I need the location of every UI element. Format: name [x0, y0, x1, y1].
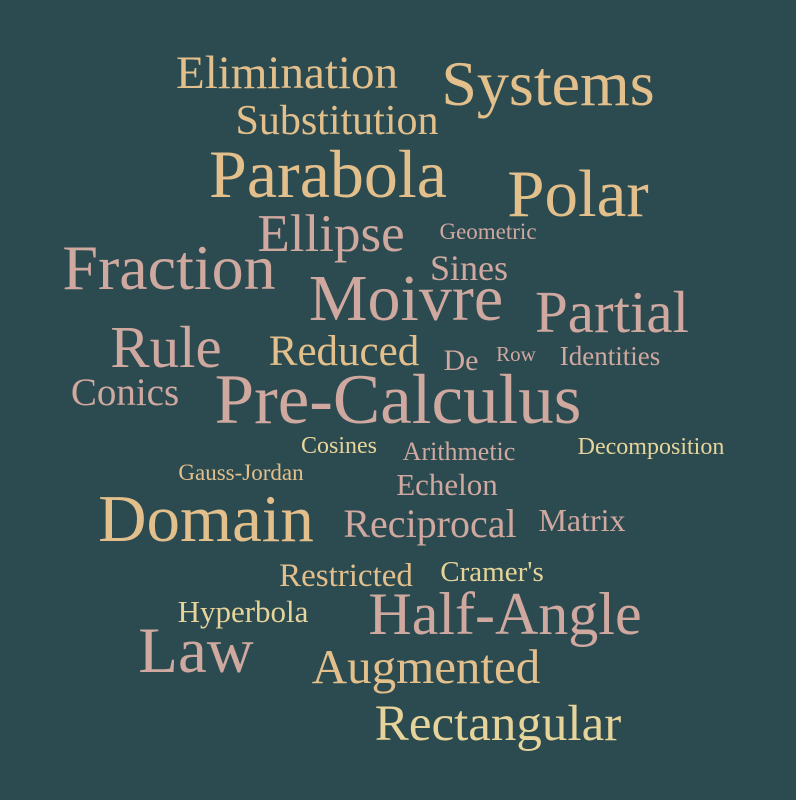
word-law: Law	[138, 615, 254, 687]
word-echelon: Echelon	[396, 467, 498, 502]
word-moivre: Moivre	[308, 262, 504, 335]
word-augmented: Augmented	[311, 639, 541, 694]
word-half-angle: Half-Angle	[368, 581, 642, 647]
word-matrix: Matrix	[538, 502, 626, 538]
word-fraction: Fraction	[62, 232, 276, 303]
word-cosines: Cosines	[300, 433, 378, 459]
word-pre-calculus: Pre-Calculus	[214, 361, 582, 439]
word-ellipse: Ellipse	[257, 205, 405, 263]
word-sines: Sines	[429, 248, 509, 288]
word-decomposition: Decomposition	[577, 434, 725, 460]
word-parabola: Parabola	[209, 136, 447, 212]
word-rule: Rule	[110, 314, 222, 380]
word-substitution: Substitution	[235, 98, 439, 144]
word-de: De	[443, 344, 479, 377]
word-restricted: Restricted	[279, 558, 413, 594]
word-domain: Domain	[98, 482, 314, 556]
word-elimination: Elimination	[176, 47, 398, 99]
word-rectangular: Rectangular	[374, 696, 622, 752]
word-arithmetic: Arithmetic	[402, 437, 516, 466]
word-row: Row	[496, 342, 536, 366]
word-hyperbola: Hyperbola	[177, 594, 309, 629]
word-identities: Identities	[559, 341, 661, 371]
word-gauss-jordan: Gauss-Jordan	[178, 460, 304, 485]
word-partial: Partial	[534, 279, 690, 345]
word-cramers: Cramer's	[440, 556, 544, 588]
word-conics: Conics	[70, 371, 180, 414]
word-reduced: Reduced	[268, 328, 420, 375]
word-polar: Polar	[507, 157, 649, 231]
word-systems: Systems	[441, 48, 655, 119]
word-geometric: Geometric	[439, 219, 537, 244]
word-reciprocal: Reciprocal	[343, 501, 517, 546]
